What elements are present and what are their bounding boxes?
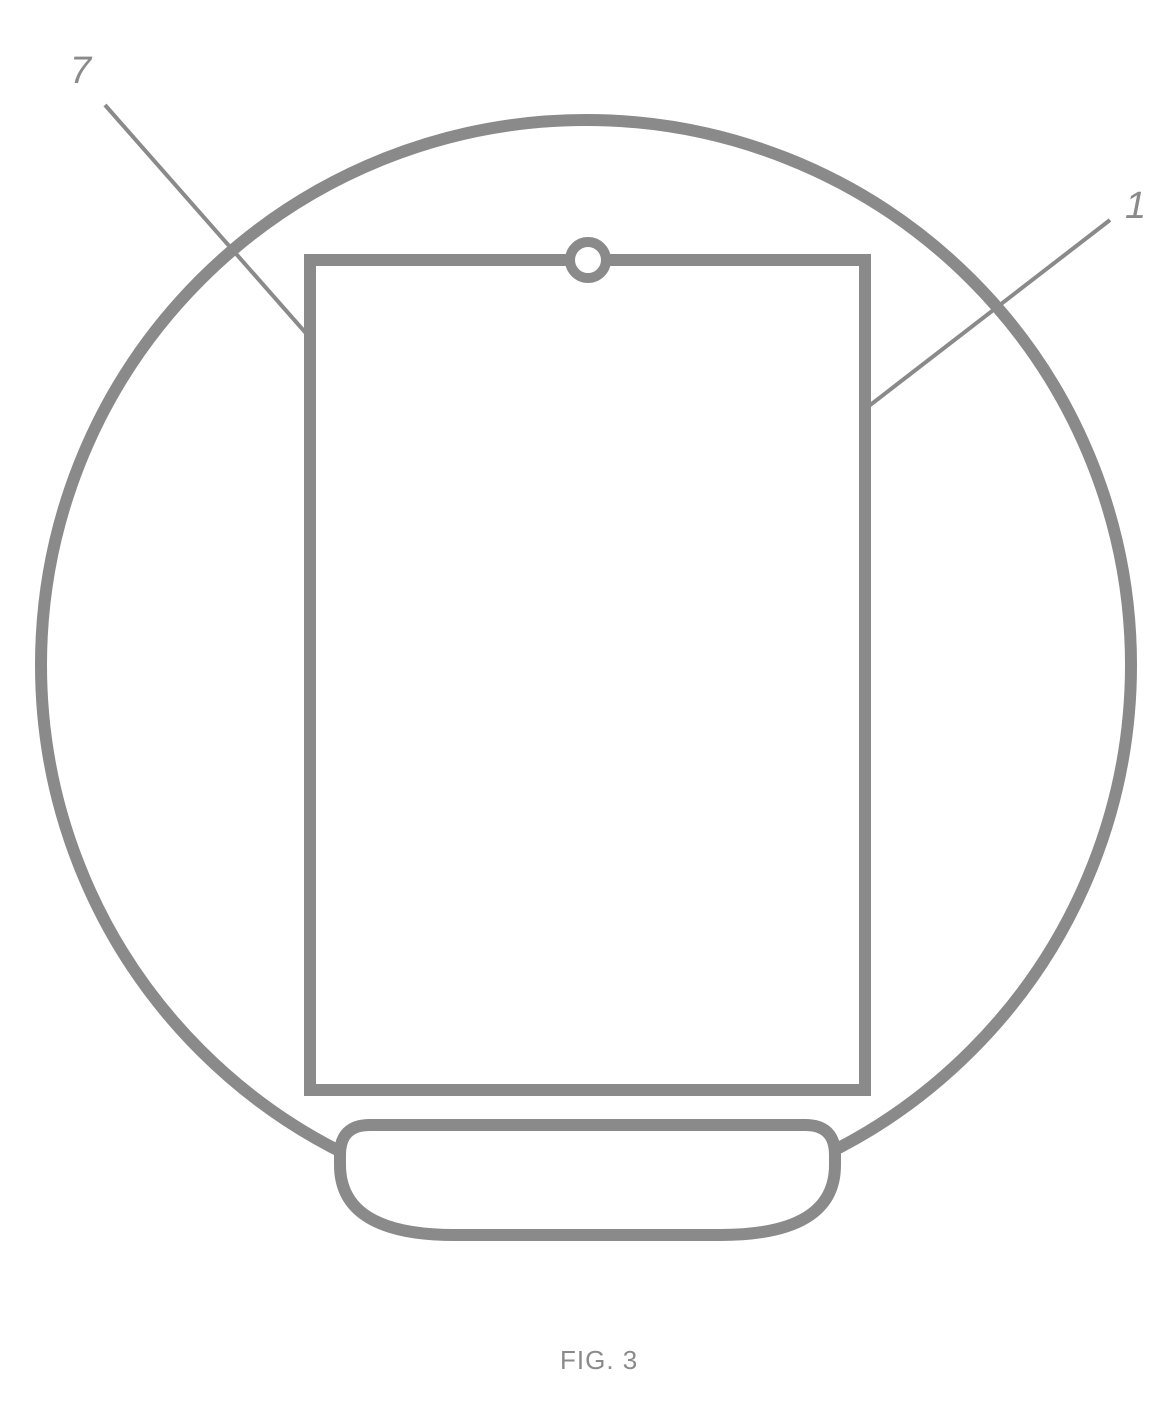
callout-label-1: 1 [1125, 185, 1146, 228]
bottom-tray-shape [340, 1125, 835, 1235]
callout-label-7: 7 [70, 50, 91, 93]
camera-dot [570, 242, 606, 278]
patent-figure-diagram: 7 1 FIG. 3 [0, 0, 1173, 1417]
figure-caption: FIG. 3 [560, 1345, 638, 1376]
diagram-svg [0, 0, 1173, 1417]
device-rectangle [310, 260, 865, 1090]
